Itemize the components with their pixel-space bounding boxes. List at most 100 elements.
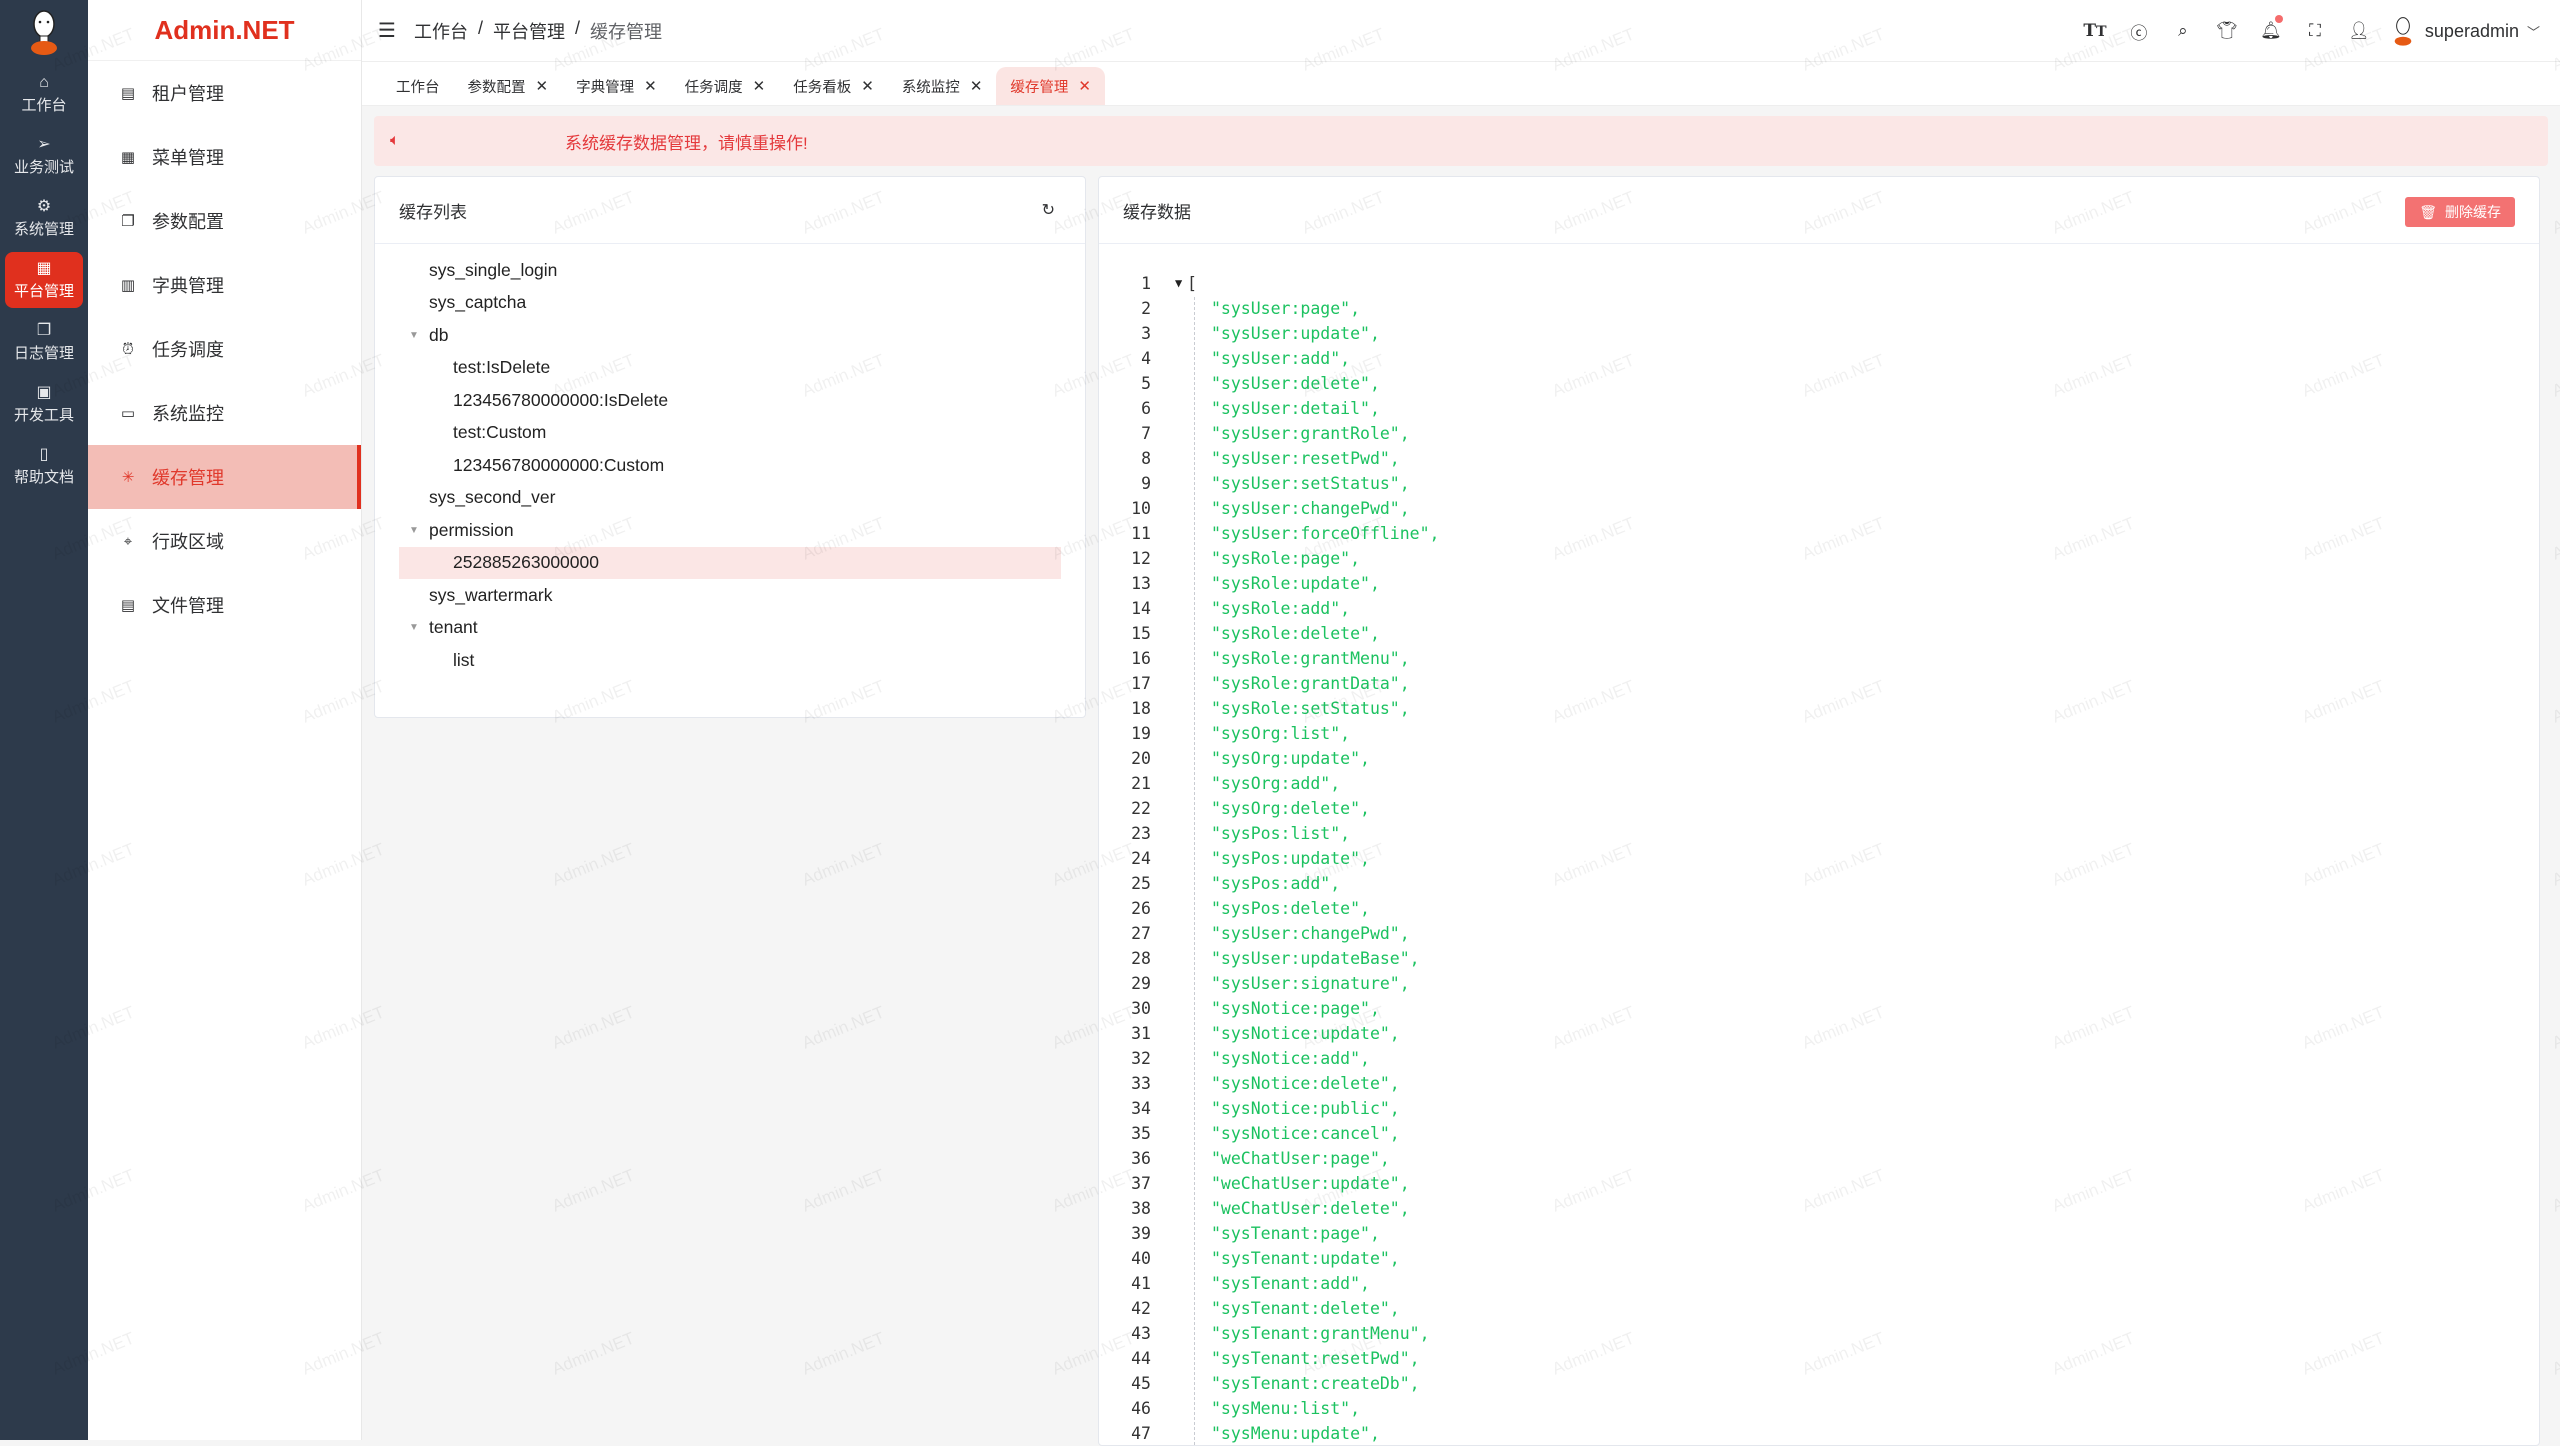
notebook-icon: ▯ xyxy=(39,446,49,463)
rail-item-label: 系统管理 xyxy=(13,221,74,238)
avatar xyxy=(2394,17,2412,46)
rail-item[interactable]: ➢ 业务测试 xyxy=(5,128,83,184)
close-icon[interactable]: ✕ xyxy=(535,78,549,95)
alarm-clock-icon: ⏰︎ xyxy=(122,340,134,358)
theme-shirt-icon[interactable]: 👕︎ xyxy=(2216,21,2238,40)
rail-item[interactable]: ⌂ 工作台 xyxy=(5,66,83,122)
code-line: 41 "sysTenant:add", xyxy=(1099,1271,2539,1296)
tab[interactable]: 任务调度 ✕ xyxy=(671,67,780,105)
line-number: 44 xyxy=(1131,1349,1151,1368)
line-number: 32 xyxy=(1131,1049,1151,1068)
menu-item[interactable]: ✳ 缓存管理 xyxy=(88,445,361,509)
code-line: 30 "sysNotice:page", xyxy=(1099,996,2539,1021)
json-value: "sysUser:forceOffline", xyxy=(1211,524,1440,543)
tab[interactable]: 任务看板 ✕ xyxy=(779,67,888,105)
tree-node[interactable]: sys_second_ver xyxy=(399,482,1061,515)
tab[interactable]: 参数配置 ✕ xyxy=(454,67,563,105)
delete-cache-button[interactable]: 🗑︎ 删除缓存 xyxy=(2405,197,2515,227)
close-icon[interactable]: ✕ xyxy=(861,78,874,95)
language-icon[interactable]: ⓒ xyxy=(2130,23,2148,43)
line-number: 34 xyxy=(1131,1099,1151,1118)
fullscreen-icon[interactable]: ⛶ xyxy=(2308,21,2321,40)
breadcrumb-item[interactable]: 工作台 xyxy=(414,21,468,42)
tree-node[interactable]: 123456780000000:IsDelete xyxy=(399,384,1061,417)
caret-down-icon[interactable]: ▼ xyxy=(409,622,419,634)
tree-node[interactable]: ▼ db xyxy=(399,319,1061,352)
menu-item[interactable]: ❐ 参数配置 xyxy=(88,189,361,253)
tab[interactable]: 字典管理 ✕ xyxy=(562,67,671,105)
code-line: 40 "sysTenant:update", xyxy=(1099,1246,2539,1271)
rail-item[interactable]: ⚙ 系统管理 xyxy=(5,190,83,246)
tree-node[interactable]: test:Custom xyxy=(399,417,1061,450)
menu-item-label: 任务调度 xyxy=(152,340,224,360)
font-size-icon[interactable]: TT xyxy=(2083,21,2107,41)
alert-text: 系统缓存数据管理，请慎重操作! xyxy=(565,133,808,153)
close-icon[interactable]: ✕ xyxy=(752,78,766,95)
watermark-text: Admin.NET xyxy=(799,1328,888,1379)
rail-item[interactable]: ▣ 开发工具 xyxy=(5,376,83,432)
menu-collapse-icon[interactable]: ☰ xyxy=(378,20,396,42)
tab[interactable]: 工作台 xyxy=(382,67,454,105)
line-number: 45 xyxy=(1131,1374,1151,1393)
menu-item[interactable]: ▭ 系统监控 xyxy=(88,381,361,445)
code-line: 9 "sysUser:setStatus", xyxy=(1099,471,2539,496)
json-value: "sysRole:update", xyxy=(1211,574,1380,593)
close-icon[interactable]: ✕ xyxy=(969,78,983,95)
watermark-text: Admin.NET xyxy=(2549,1165,2560,1216)
menu-item[interactable]: ⌖ 行政区域 xyxy=(88,509,361,573)
refresh-icon[interactable]: ↻ xyxy=(1041,202,1055,219)
menu-item[interactable]: ▤ 租户管理 xyxy=(88,61,361,125)
rail-item[interactable]: ❐ 日志管理 xyxy=(5,314,83,370)
menu-item[interactable]: ▦ 菜单管理 xyxy=(88,125,361,189)
menu-item[interactable]: ⏰︎ 任务调度 xyxy=(88,317,361,381)
tab-label: 缓存管理 xyxy=(1010,79,1069,96)
code-line: 4 "sysUser:add", xyxy=(1099,346,2539,371)
search-icon[interactable]: ⌕ xyxy=(2178,21,2188,40)
tree-node[interactable]: 252885263000000 xyxy=(399,546,1061,579)
rail-item-label: 开发工具 xyxy=(13,407,74,424)
tree-node-label: list xyxy=(453,649,475,670)
watermark-text: Admin.NET xyxy=(799,839,888,890)
tree-node[interactable]: ▼ permission xyxy=(399,514,1061,547)
rail-item[interactable]: ▯ 帮助文档 xyxy=(5,438,83,494)
notification-bell-icon[interactable]: 🔔︎ xyxy=(2249,15,2293,41)
json-value: "sysTenant:add", xyxy=(1211,1274,1370,1293)
caret-down-icon[interactable]: ▼ xyxy=(409,524,419,536)
tree-node[interactable]: sys_captcha xyxy=(399,287,1061,320)
line-number: 17 xyxy=(1131,674,1151,693)
json-value: "sysPos:list", xyxy=(1211,824,1351,843)
tree-node[interactable]: ▼ tenant xyxy=(399,612,1061,645)
tree-node[interactable]: sys_single_login xyxy=(399,254,1061,287)
fold-caret-icon[interactable]: ▼ xyxy=(1175,276,1183,290)
user-dropdown[interactable]: superadmin ﹀ xyxy=(2389,15,2540,47)
caret-down-icon[interactable]: ▼ xyxy=(409,329,419,341)
tree-node[interactable]: sys_wartermark xyxy=(399,579,1061,612)
close-icon[interactable]: ✕ xyxy=(1078,78,1091,95)
menu-item[interactable]: ▤ 文件管理 xyxy=(88,573,361,637)
json-value: "sysRole:delete", xyxy=(1211,624,1380,643)
header-toolbar: TT ⓒ ⌕ 👕︎ 🔔︎ ⛶ 👤︎ superadmin ﹀ xyxy=(2073,0,2540,62)
user-icon[interactable]: 👤︎ xyxy=(2348,21,2370,40)
code-line: 35 "sysNotice:cancel", xyxy=(1099,1121,2539,1146)
code-line: 8 "sysUser:resetPwd", xyxy=(1099,446,2539,471)
code-line: 20 "sysOrg:update", xyxy=(1099,746,2539,771)
line-number: 8 xyxy=(1141,449,1151,468)
menu-item[interactable]: ▥ 字典管理 xyxy=(88,253,361,317)
tree-node[interactable]: test:IsDelete xyxy=(399,352,1061,385)
line-number: 19 xyxy=(1131,724,1151,743)
tab[interactable]: 缓存管理 ✕ xyxy=(996,67,1105,105)
tree-node[interactable]: list xyxy=(399,644,1061,677)
rail-item[interactable]: ▦ 平台管理 xyxy=(5,252,83,308)
building-icon: ▤ xyxy=(120,85,136,102)
tab-label: 参数配置 xyxy=(467,79,526,96)
tab[interactable]: 系统监控 ✕ xyxy=(888,67,997,105)
primary-rail: ⌂ 工作台 ➢ 业务测试 ⚙ 系统管理 ▦ 平台管理 ❐ 日志管理 ▣ 开发工具 ▯ 帮助文档 xyxy=(0,0,88,1440)
close-icon[interactable]: ✕ xyxy=(644,78,657,95)
watermark-text: Admin.NET xyxy=(2549,1002,2560,1053)
json-value: "sysUser:updateBase", xyxy=(1211,949,1420,968)
json-value: "sysNotice:delete", xyxy=(1211,1074,1400,1093)
tree-node[interactable]: 123456780000000:Custom xyxy=(399,449,1061,482)
line-number: 36 xyxy=(1131,1149,1151,1168)
breadcrumb-item[interactable]: 平台管理 xyxy=(493,21,566,42)
code-line: 26 "sysPos:delete", xyxy=(1099,896,2539,921)
